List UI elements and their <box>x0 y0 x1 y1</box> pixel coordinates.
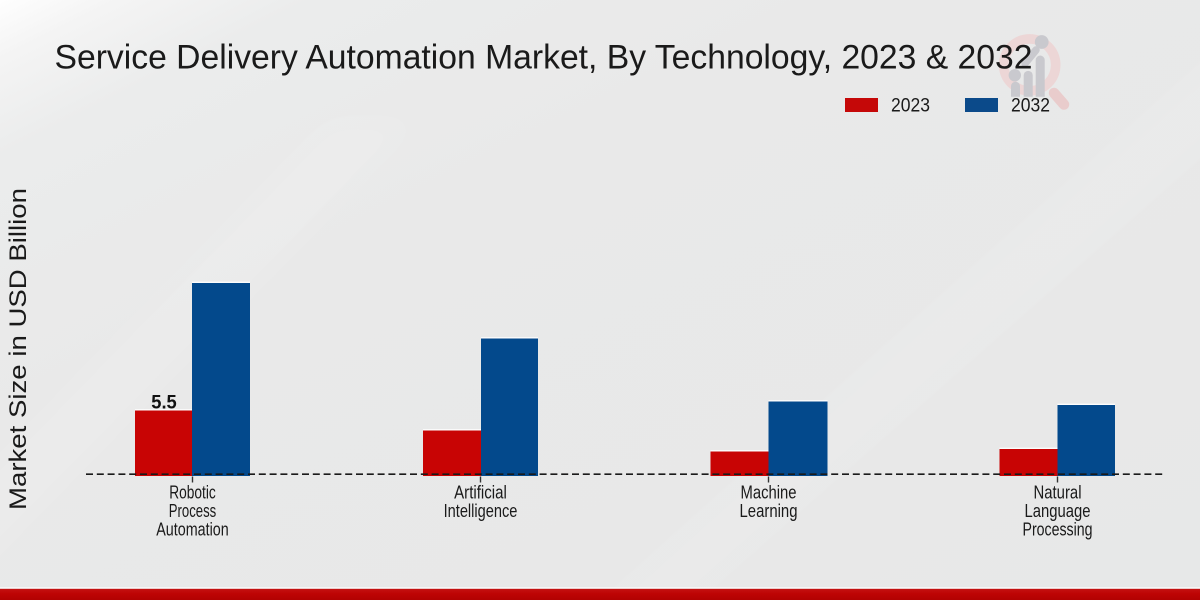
svg-text:Robotic: Robotic <box>169 481 216 502</box>
svg-text:Learning: Learning <box>740 500 798 521</box>
svg-text:5.5: 5.5 <box>151 392 177 414</box>
svg-text:Intelligence: Intelligence <box>444 500 518 521</box>
svg-text:Natural: Natural <box>1034 481 1082 502</box>
svg-text:Language: Language <box>1025 500 1091 521</box>
svg-text:Market Size in USD Billion: Market Size in USD Billion <box>5 188 32 510</box>
svg-text:Automation: Automation <box>156 519 229 540</box>
svg-text:2032: 2032 <box>1011 96 1050 117</box>
svg-text:Processing: Processing <box>1023 519 1093 540</box>
svg-text:Machine: Machine <box>741 481 797 502</box>
svg-text:Artificial: Artificial <box>454 481 507 502</box>
svg-text:2023: 2023 <box>891 96 930 117</box>
svg-text:Service Delivery Automation Ma: Service Delivery Automation Market, By T… <box>55 39 1033 77</box>
svg-text:Process: Process <box>169 500 216 521</box>
